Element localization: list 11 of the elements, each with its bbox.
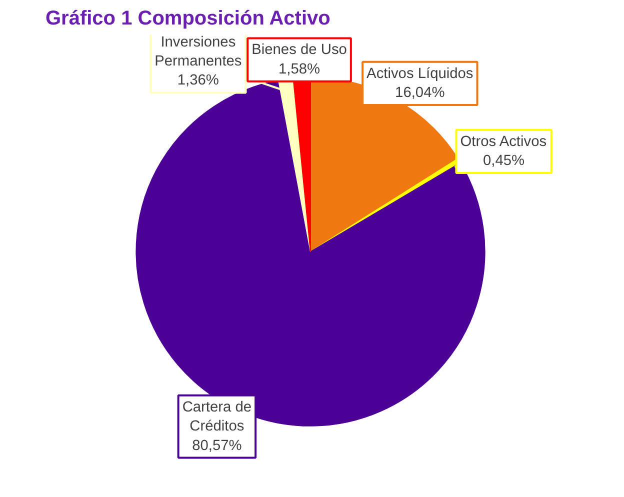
slice-label: Activos Líquidos [366, 66, 474, 82]
slice-label: Otros Activos [460, 134, 547, 150]
slice-label: Cartera de Créditos [182, 399, 252, 435]
slice-label: Bienes de Uso [252, 42, 347, 58]
data-label: 80,57% [192, 438, 242, 454]
data-label: 1,58% [278, 61, 320, 78]
text: Gráfico 1 Composición Activo [46, 8, 330, 30]
data-label: 16,04% [395, 85, 445, 102]
data-label: 0,45% [483, 153, 525, 170]
data-label: 1,36% [177, 72, 219, 89]
slice-label: Inversiones Permanentes [154, 34, 242, 70]
